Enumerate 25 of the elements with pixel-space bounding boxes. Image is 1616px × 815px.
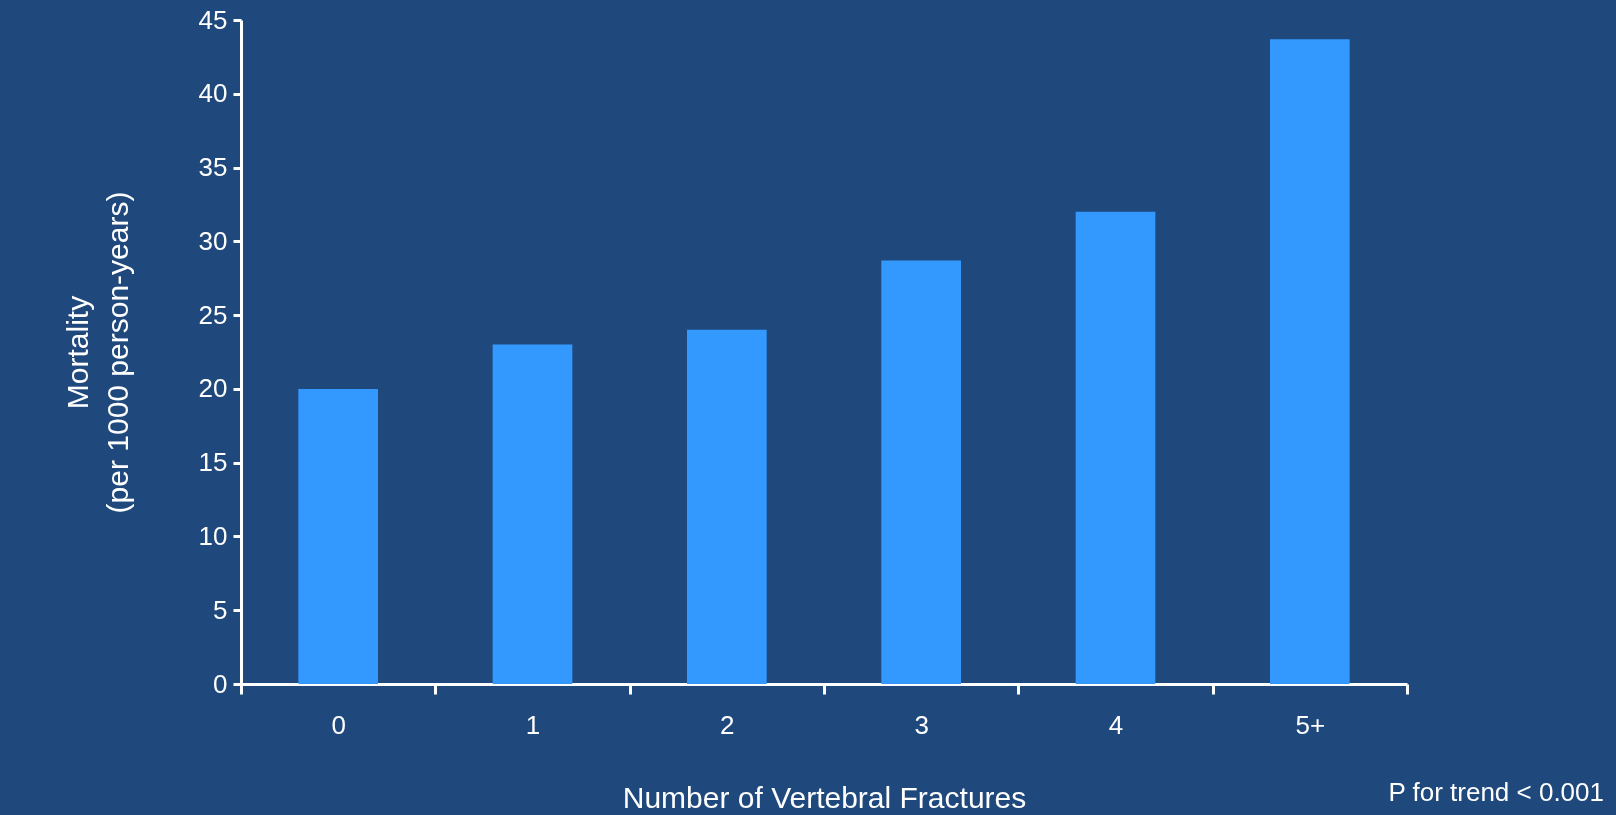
y-tick-label: 5 [213,594,228,625]
bar [881,260,962,684]
y-tick-label: 25 [198,299,228,330]
x-tick-label: 3 [914,709,929,740]
x-tick-label: 2 [720,709,735,740]
y-tick-label: 35 [198,152,228,183]
y-tick-label: 40 [198,78,228,109]
y-tick-label: 30 [198,225,228,256]
x-tick-label: 1 [525,709,541,740]
y-tick-label: 20 [198,373,228,404]
text: P for trend < 0.001 [1388,777,1604,807]
y-axis-title: Mortality (per 1000 person-years) [60,191,134,514]
x-axis-title: Number of Vertebral Fractures [622,780,1027,814]
y-tick-label: 0 [213,668,228,699]
bar [686,329,767,684]
bar [1270,39,1350,684]
y-tick-label: 10 [198,520,228,551]
y-tick-label: 15 [198,447,228,478]
bar [1075,211,1156,684]
x-tick-label: 0 [331,709,346,740]
x-tick-label: 4 [1108,709,1124,740]
y-tick-label: 45 [198,4,228,35]
x-tick-label: 5+ [1295,709,1326,740]
bar [298,388,379,684]
bar [492,344,573,684]
